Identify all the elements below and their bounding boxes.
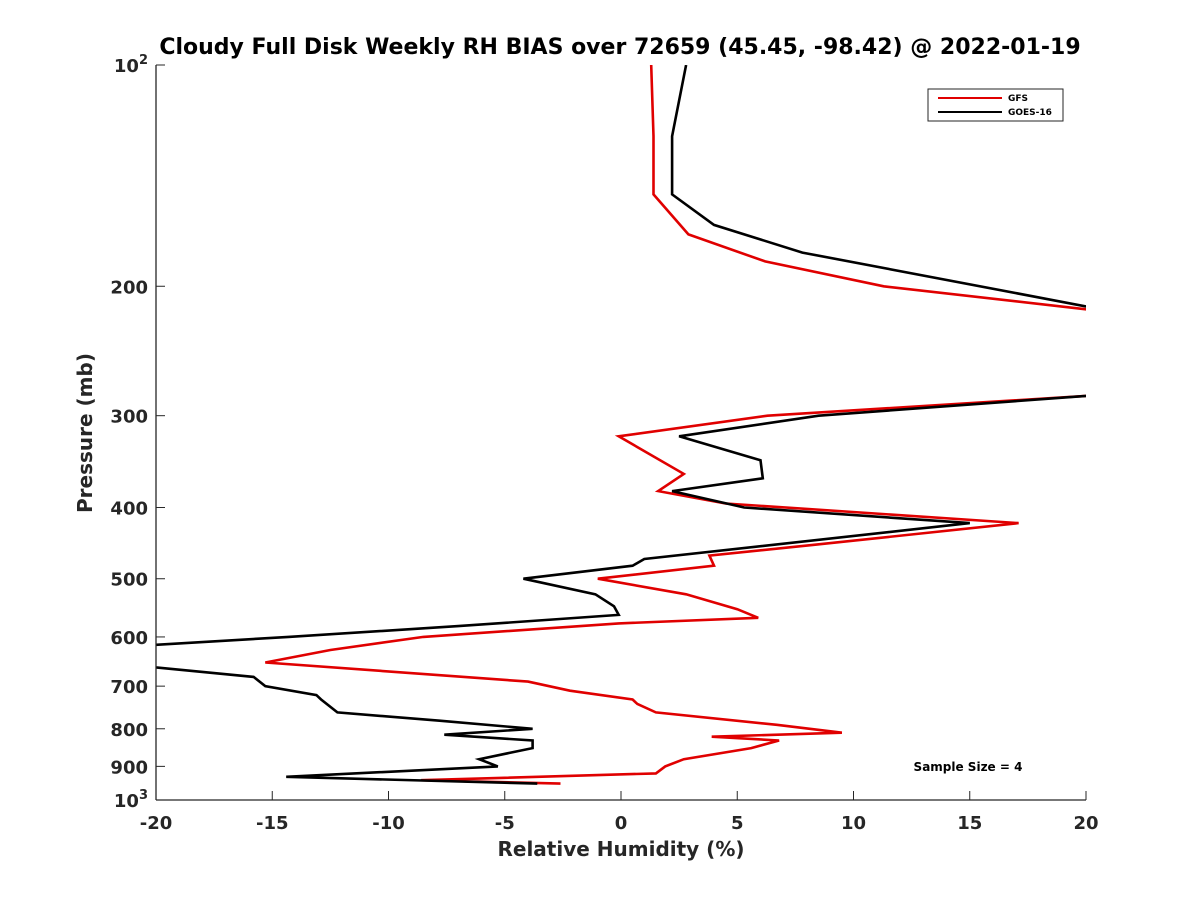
x-tick-label: 0 [615, 813, 628, 834]
y-tick-label: 300 [110, 407, 148, 428]
x-tick-label: 20 [1073, 813, 1098, 834]
legend-label-goes16: GOES-16 [1008, 108, 1052, 118]
x-tick-label: 10 [841, 813, 866, 834]
x-axis-label: Relative Humidity (%) [497, 837, 744, 861]
legend-box [927, 88, 1064, 122]
x-tick-label: -10 [372, 813, 405, 834]
x-tick-label: -20 [140, 813, 173, 834]
y-axis-label: Pressure (mb) [73, 353, 97, 513]
series-layer [156, 65, 1086, 785]
legend: GFS GOES-16 [927, 88, 1064, 122]
y-tick-label: 103 [114, 788, 148, 812]
plot-area [156, 65, 1086, 800]
y-tick-label: 900 [110, 757, 148, 778]
series-line-gfs [265, 65, 1086, 785]
y-tick-label: 600 [110, 628, 148, 649]
y-tick-label: 102 [114, 53, 148, 77]
y-tick-label: 700 [110, 677, 148, 698]
y-tick-label: 400 [110, 499, 148, 520]
chart-title: Cloudy Full Disk Weekly RH BIAS over 726… [159, 35, 1080, 60]
series-line-goes16 [156, 65, 1086, 785]
y-tick-label: 200 [110, 277, 148, 298]
sample-size-annotation: Sample Size = 4 [914, 760, 1023, 774]
x-tick-label: -15 [256, 813, 289, 834]
x-axis-ticks: -20 -15 -10 -5 0 5 10 15 20 [140, 791, 1099, 834]
x-tick-label: 5 [731, 813, 744, 834]
y-tick-label: 500 [110, 570, 148, 591]
x-tick-label: 15 [957, 813, 982, 834]
y-axis-ticks: 102 200 300 400 500 600 700 800 900 103 [110, 53, 165, 812]
legend-label-gfs: GFS [1008, 94, 1028, 104]
y-tick-label: 800 [110, 720, 148, 741]
x-tick-label: -5 [495, 813, 515, 834]
